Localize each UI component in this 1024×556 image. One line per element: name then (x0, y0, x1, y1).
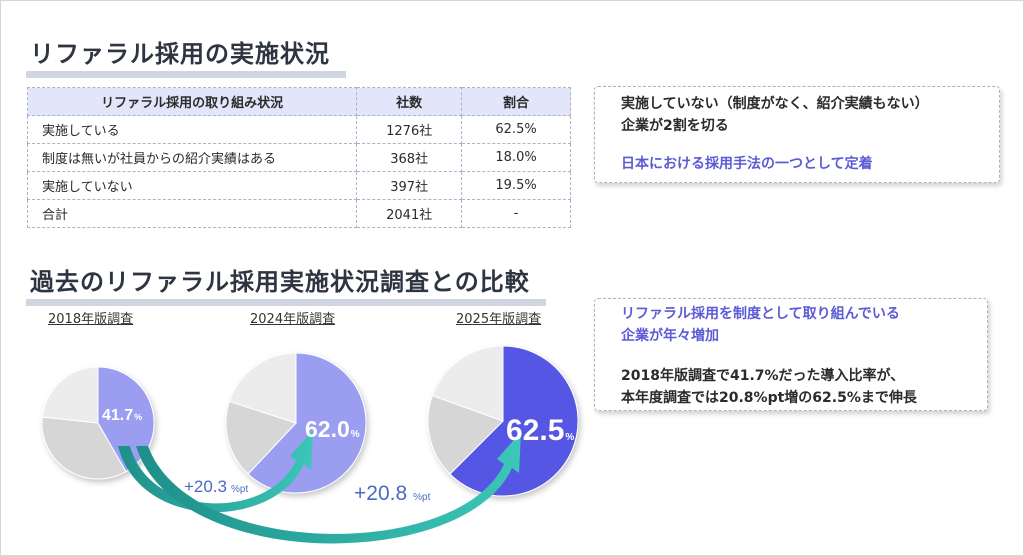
pie-value-2024-number: 62.0 (305, 416, 350, 442)
cell-ratio: 18.0% (461, 143, 571, 172)
slice-not-implemented (228, 352, 297, 424)
slice-not-implemented (431, 345, 504, 422)
note2-line1: 2018年版調査で41.7%だった導入比率が、 (621, 368, 905, 384)
pie-2024 (225, 352, 367, 494)
section-title-compare: 過去のリファラル採用実施状況調査との比較 (26, 262, 546, 306)
note2-highlight-line1: リファラル採用を制度として取り組んでいる (621, 306, 900, 322)
cell-ratio: 62.5% (461, 115, 571, 144)
table-row: 合計 2041社 - (26, 199, 571, 228)
pie-value-2024-unit: % (351, 429, 360, 440)
header-status: リファラル採用の取り組み状況 (26, 87, 358, 116)
diff-2025-unit: %pt (413, 492, 430, 503)
note2-line2: 本年度調査では20.8%pt増の62.5%まで伸長 (621, 390, 917, 406)
cell-count: 1276社 (356, 115, 463, 144)
pie-value-2025-unit: % (565, 432, 574, 443)
pie-value-2024: 62.0% (305, 416, 360, 442)
cell-label: 合計 (26, 199, 358, 228)
title-underline (26, 299, 546, 306)
pie-value-2018-unit: % (134, 412, 142, 422)
note-trend: リファラル採用を制度として取り組んでいる 企業が年々増加 2018年版調査で41… (594, 298, 988, 411)
table-row: 実施している 1276社 62.5% (26, 115, 571, 144)
pie-label-2025: 2025年版調査 (456, 312, 542, 327)
diff-2024-unit: %pt (231, 484, 248, 495)
diff-2024: +20.3 %pt (184, 477, 248, 496)
note1-spacer (621, 137, 999, 153)
pie-value-2025-number: 62.5 (506, 414, 564, 447)
note1-highlight: 日本における採用手法の一つとして定着 (621, 156, 873, 172)
pie-label-2018: 2018年版調査 (48, 312, 134, 327)
slice-referral-only (225, 400, 297, 475)
note2-highlight-line2: 企業が年々増加 (621, 328, 719, 344)
cell-ratio: 19.5% (461, 171, 571, 200)
status-table: リファラル採用の取り組み状況 社数 割合 実施している 1276社 62.5% … (26, 87, 571, 228)
pie-label-2024: 2024年版調査 (250, 312, 336, 327)
cell-count: 2041社 (356, 199, 463, 228)
pie-2025 (427, 345, 579, 497)
slice-referral-only (41, 416, 127, 480)
pie-value-2018: 41.7% (102, 407, 142, 424)
note2-spacer (621, 347, 987, 365)
note-summary: 実施していない（制度がなく、紹介実績もない） 企業が2割を切る 日本における採用… (594, 86, 1000, 183)
note1-line2: 企業が2割を切る (621, 118, 729, 134)
pie-value-2018-number: 41.7 (102, 407, 133, 424)
slice-not-implemented (41, 366, 99, 424)
diff-2025: +20.8 %pt (354, 482, 431, 505)
slice-implemented (97, 366, 155, 473)
pie-2018 (41, 366, 155, 480)
diff-2024-value: +20.3 (184, 477, 227, 496)
header-ratio: 割合 (461, 87, 571, 116)
cell-label: 実施していない (26, 171, 358, 200)
section-title-compare-text: 過去のリファラル採用実施状況調査との比較 (30, 268, 530, 296)
diff-2025-value: +20.8 (354, 482, 407, 505)
section-title-status: リファラル採用の実施状況 (26, 34, 346, 78)
pie-charts: +20.3 %pt +20.8 %pt 41.7% 62.0% 62.5% (41, 345, 579, 544)
slice-referral-only (427, 394, 504, 475)
note1-line1: 実施していない（制度がなく、紹介実績もない） (621, 96, 929, 112)
title-underline (26, 71, 346, 78)
cell-ratio: - (461, 199, 571, 228)
pie-value-2025: 62.5% (506, 414, 574, 447)
table-header-row: リファラル採用の取り組み状況 社数 割合 (26, 87, 571, 116)
section-title-status-text: リファラル採用の実施状況 (30, 40, 330, 68)
cell-count: 368社 (356, 143, 463, 172)
